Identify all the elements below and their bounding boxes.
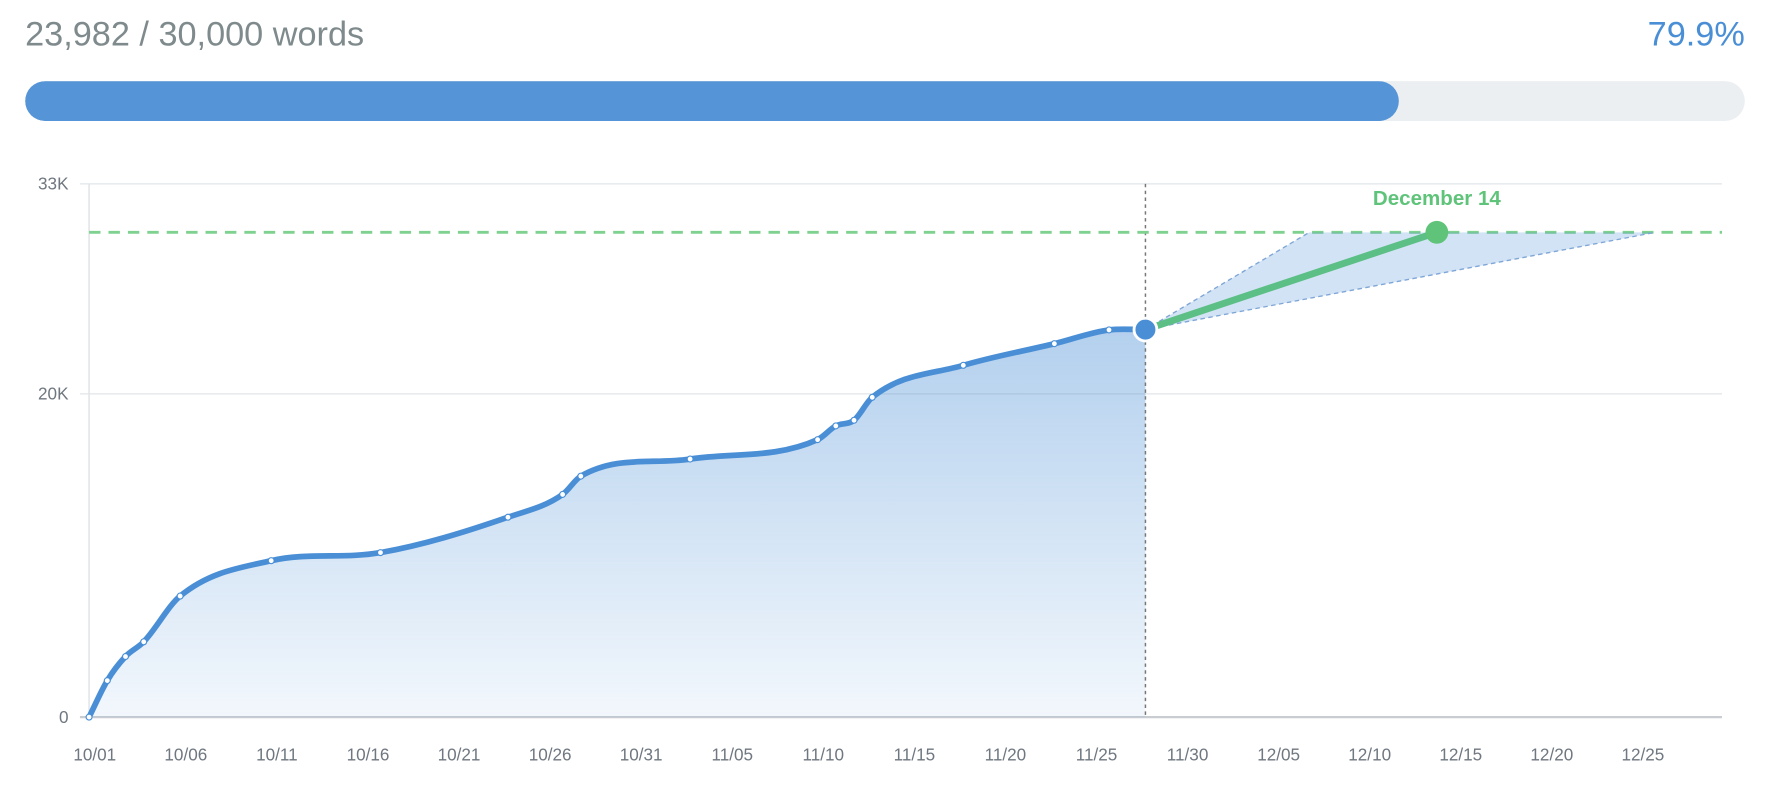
data-point: [850, 416, 858, 424]
x-tick-label: 12/15: [1439, 746, 1482, 765]
data-point: [504, 513, 512, 521]
x-tick-label: 11/15: [894, 746, 936, 765]
x-tick-label: 12/20: [1530, 746, 1573, 765]
y-tick-label: 20K: [38, 385, 69, 404]
data-point: [85, 713, 93, 721]
x-tick-label: 10/21: [438, 746, 481, 765]
x-tick-label: 11/10: [803, 746, 845, 765]
data-point: [868, 393, 876, 401]
x-tick-label: 12/05: [1257, 746, 1300, 765]
y-tick-label: 33K: [38, 175, 69, 194]
projection-point: [1425, 220, 1449, 244]
word-count-label: 23,982 / 30,000 words: [25, 15, 365, 54]
data-point: [103, 677, 111, 685]
x-tick-label: 12/10: [1348, 746, 1391, 765]
x-tick-label: 11/20: [985, 746, 1027, 765]
x-tick-label: 11/30: [1167, 746, 1209, 765]
projection-line: [1142, 228, 1441, 333]
projection-range-lower: [1145, 231, 1656, 331]
data-point: [577, 472, 585, 480]
data-point: [1050, 340, 1058, 348]
x-tick-label: 10/01: [73, 746, 116, 765]
projection-date-label: December 14: [1373, 187, 1501, 210]
x-tick-label: 10/31: [620, 746, 663, 765]
data-point: [814, 436, 822, 444]
current-point: [1132, 316, 1159, 343]
progress-bar-fill: [25, 81, 1400, 122]
x-tick-label: 10/26: [529, 746, 572, 765]
x-tick-label: 12/25: [1621, 746, 1664, 765]
data-point: [686, 455, 694, 463]
data-point: [559, 490, 567, 498]
x-tick-label: 10/16: [347, 746, 390, 765]
data-point: [1105, 326, 1113, 334]
progress-bar: [25, 81, 1745, 122]
x-tick-label: 10/11: [256, 746, 298, 765]
data-point: [121, 652, 130, 661]
progress-area: [89, 329, 1146, 718]
data-point: [832, 422, 840, 430]
data-point: [959, 361, 967, 369]
data-point: [267, 557, 275, 565]
x-tick-label: 11/05: [711, 746, 753, 765]
data-point: [140, 638, 148, 646]
x-tick-label: 11/25: [1076, 746, 1118, 765]
percent-label: 79.9%: [1647, 15, 1745, 54]
x-tick-label: 10/06: [164, 746, 207, 765]
data-point: [376, 549, 385, 557]
data-point: [176, 592, 184, 600]
y-tick-label: 0: [59, 708, 69, 727]
